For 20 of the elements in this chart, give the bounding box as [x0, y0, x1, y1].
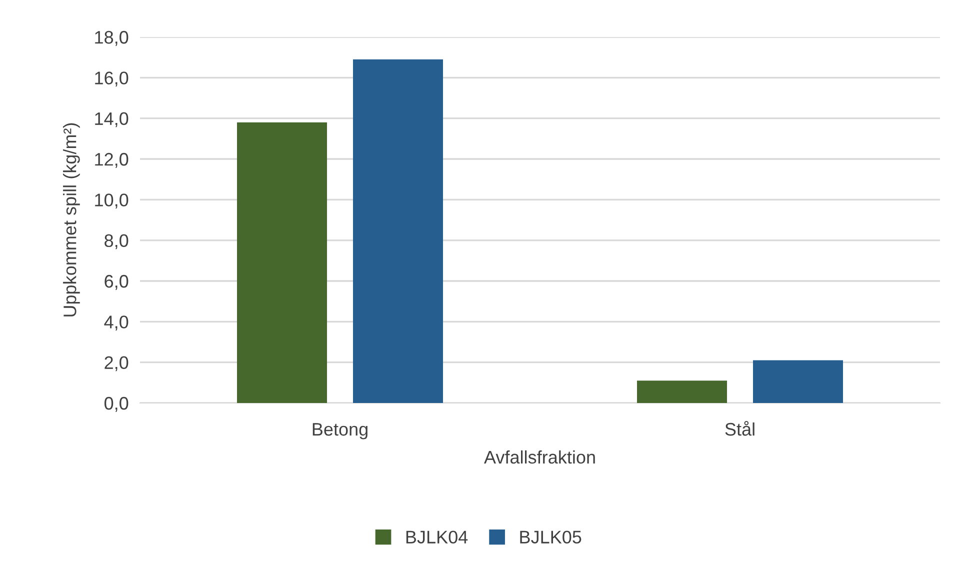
y-tick-label: 6,0	[104, 274, 128, 290]
bar	[753, 360, 843, 403]
y-tick-label: 4,0	[104, 316, 128, 331]
legend-label: BJLK04	[406, 530, 468, 544]
x-tick-label: Stål	[725, 420, 754, 436]
legend-label: BJLK05	[520, 530, 582, 544]
y-tick-label: 0,0	[104, 396, 128, 412]
x-axis-title: Avfallsfraktion	[484, 450, 595, 464]
y-tick-label: 8,0	[104, 234, 128, 250]
y-tick-label: 2,0	[104, 356, 128, 372]
y-tick-label: 16,0	[95, 72, 128, 87]
y-tick-label: 12,0	[95, 152, 128, 168]
y-tick-label: 10,0	[95, 194, 128, 209]
y-axis-title: Uppkommet spill (kg/m²)	[63, 123, 80, 316]
y-tick-label: 18,0	[95, 30, 128, 46]
bar	[637, 380, 727, 403]
bar	[353, 59, 443, 403]
bar	[237, 122, 327, 403]
y-tick-label: 14,0	[95, 112, 128, 128]
x-tick-label: Betong	[312, 423, 368, 440]
